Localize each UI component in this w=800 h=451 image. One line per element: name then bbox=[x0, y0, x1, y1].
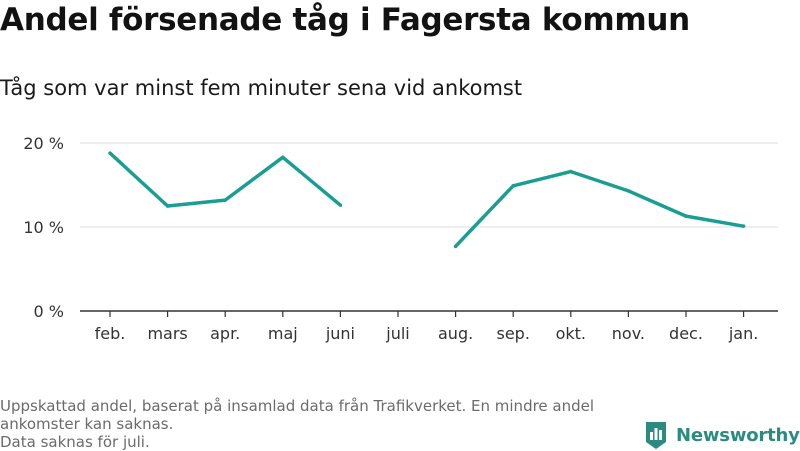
x-tick-label: dec. bbox=[669, 324, 703, 343]
x-tick-label: okt. bbox=[556, 324, 586, 343]
x-tick-label: juli bbox=[385, 324, 409, 343]
x-tick-label: jan. bbox=[728, 324, 758, 343]
chart-title: Andel försenade tåg i Fagersta kommun bbox=[0, 2, 690, 38]
x-tick-label: maj bbox=[268, 324, 298, 343]
x-tick-label: sep. bbox=[496, 324, 529, 343]
y-axis-ticks: 0 % 10 % 20 % bbox=[23, 134, 64, 321]
data-point bbox=[165, 204, 170, 208]
y-tick-label: 0 % bbox=[34, 302, 64, 321]
brand-name: Newsworthy bbox=[676, 424, 800, 446]
data-point bbox=[569, 169, 573, 174]
x-tick-label: feb. bbox=[95, 324, 126, 343]
series-line bbox=[108, 151, 746, 249]
brand-logo: Newsworthy bbox=[644, 420, 800, 450]
y-tick-label: 20 % bbox=[23, 134, 64, 153]
x-axis-ticks: feb. mars apr. maj juni juli aug. sep. okt. nov. d… bbox=[95, 324, 759, 343]
x-tick-label: aug. bbox=[438, 324, 473, 343]
footnote: Uppskattad andel, baserat på insamlad da… bbox=[0, 397, 630, 451]
data-point bbox=[223, 198, 227, 202]
series-line-segment bbox=[108, 151, 342, 208]
data-point bbox=[108, 151, 112, 155]
x-axis bbox=[80, 310, 778, 317]
footnote-source: Uppskattad andel, baserat på insamlad da… bbox=[0, 397, 595, 433]
data-point bbox=[684, 214, 688, 218]
x-tick-label: juni bbox=[325, 324, 355, 343]
data-point bbox=[626, 189, 631, 193]
line-chart: 0 % 10 % 20 % feb. mars apr. maj juni juli aug. s… bbox=[23, 134, 778, 343]
data-point bbox=[281, 155, 285, 160]
data-point bbox=[741, 224, 746, 228]
data-point bbox=[453, 244, 458, 249]
x-tick-label: nov. bbox=[612, 324, 645, 343]
x-tick-label: mars bbox=[147, 324, 187, 343]
data-point bbox=[511, 184, 515, 188]
footnote-missing-data: Data saknas för juli. bbox=[0, 433, 150, 451]
data-point bbox=[338, 203, 343, 207]
grid-lines bbox=[80, 142, 778, 228]
chart-subtitle: Tåg som var minst fem minuter sena vid a… bbox=[0, 76, 523, 100]
series-line-segment bbox=[454, 169, 744, 248]
newsworthy-logo-icon bbox=[646, 422, 666, 449]
y-tick-label: 10 % bbox=[23, 218, 64, 237]
x-tick-label: apr. bbox=[210, 324, 240, 343]
